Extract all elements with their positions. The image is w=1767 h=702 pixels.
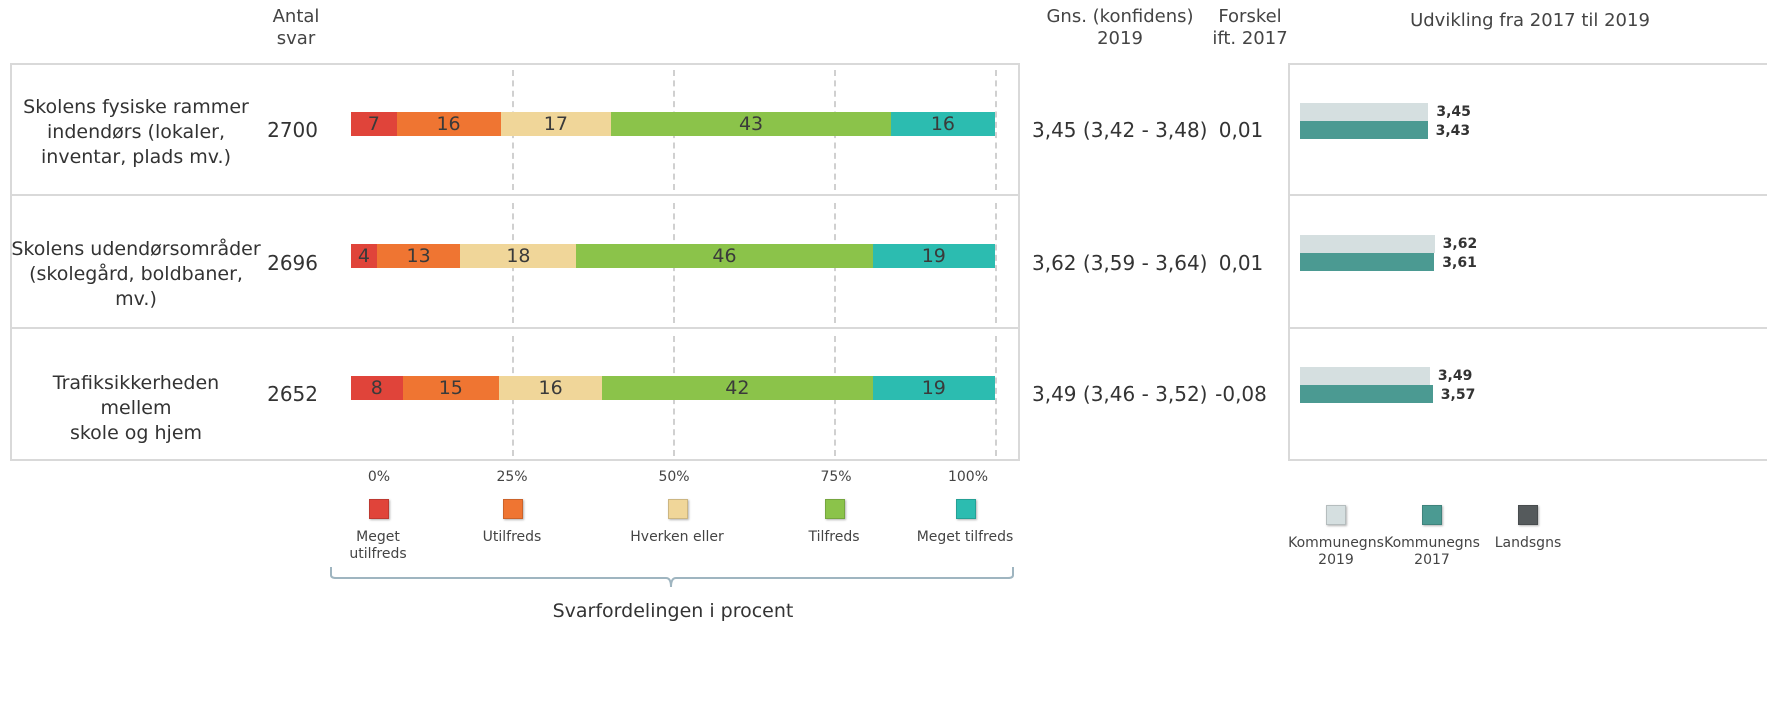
header-forskel: Forskel ift. 2017: [1212, 6, 1288, 49]
legend-label: Tilfreds: [808, 529, 860, 545]
dev-value-label: 3,61: [1442, 255, 1477, 271]
mean-confidence: 3,62 (3,59 - 3,64): [1032, 251, 1208, 275]
header-udvikling: Udvikling fra 2017 til 2019: [1410, 10, 1650, 31]
legend-label: Hverken eller: [630, 529, 724, 545]
header-gns: Gns. (konfidens) 2019: [1046, 6, 1194, 49]
bar-segment: 16: [396, 112, 501, 136]
legend-swatch-hverken: [668, 499, 688, 519]
bar-segment: 4: [351, 244, 377, 268]
difference-2017: 0,01: [1218, 118, 1264, 142]
question-label: Trafiksikkerheden mellem skole og hjem: [52, 372, 220, 444]
bar-segment: 42: [602, 376, 873, 400]
bar-segment: 16: [499, 376, 603, 400]
x-tick-label: 0%: [367, 469, 391, 485]
dev-bar-kommune-2017: [1300, 385, 1433, 403]
x-tick-label: 75%: [820, 469, 852, 485]
dev-value-label: 3,57: [1440, 387, 1476, 403]
question-label: Skolens udendørsområder (skolegård, bold…: [11, 238, 261, 310]
answer-count: 2652: [267, 382, 318, 406]
dev-row-divider: [1288, 327, 1767, 329]
row-divider: [10, 194, 1020, 196]
legend-swatch-landsgns: [1518, 505, 1538, 525]
dev-bar-kommune-2019: [1300, 103, 1429, 121]
bar-segment: 19: [872, 244, 995, 268]
legend-swatch-meget-tilfreds: [956, 499, 976, 519]
bar-segment: 17: [500, 112, 612, 136]
row-divider: [10, 327, 1020, 329]
bar-segment: 8: [351, 376, 403, 400]
dev-value-label: 3,49: [1437, 368, 1473, 384]
difference-2017: -0,08: [1215, 382, 1267, 406]
difference-2017: 0,01: [1218, 251, 1264, 275]
question-label: Skolens fysiske rammer indendørs (lokale…: [23, 96, 249, 168]
bar-segment: 19: [872, 376, 995, 400]
bar-segment: 18: [460, 244, 577, 268]
x-tick-label: 50%: [658, 469, 690, 485]
legend-label: Utilfreds: [482, 529, 542, 545]
x-tick-label: 25%: [496, 469, 528, 485]
dev-bar-kommune-2017: [1300, 121, 1428, 139]
legend-label: Kommunegns 2017: [1384, 535, 1480, 568]
legend-swatch-tilfreds: [825, 499, 845, 519]
legend-label: Kommunegns 2019: [1288, 535, 1384, 568]
bar-segment: 13: [376, 244, 461, 268]
legend-label: Meget tilfreds: [916, 529, 1014, 545]
x-tick-label: 100%: [947, 469, 989, 485]
dev-row-divider: [1288, 194, 1767, 196]
bar-segment: 16: [890, 112, 995, 136]
legend-swatch-utilfreds: [503, 499, 523, 519]
dev-bar-kommune-2017: [1300, 253, 1435, 271]
gridline: [995, 70, 997, 190]
legend-swatch-kommune-2017: [1422, 505, 1442, 525]
bar-segment: 15: [402, 376, 500, 400]
dev-bar-kommune-2019: [1300, 367, 1430, 385]
dev-bar-kommune-2019: [1300, 235, 1435, 253]
dev-value-label: 3,45: [1436, 104, 1471, 120]
bar-segment: 43: [611, 112, 891, 136]
legend-swatch-meget-utilfreds: [369, 499, 389, 519]
gridline: [995, 203, 997, 323]
legend-label: Meget utilfreds: [349, 529, 407, 562]
bar-segment: 7: [351, 112, 397, 136]
x-axis-title: Svarfordelingen i procent: [552, 600, 794, 622]
legend-swatch-kommune-2019: [1326, 505, 1346, 525]
answer-count: 2696: [267, 251, 318, 275]
mean-confidence: 3,45 (3,42 - 3,48): [1032, 118, 1208, 142]
dev-value-label: 3,43: [1435, 123, 1471, 139]
bar-segment: 46: [576, 244, 873, 268]
mean-confidence: 3,49 (3,46 - 3,52): [1032, 382, 1208, 406]
gridline: [995, 336, 997, 456]
header-antal-svar: Antal svar: [272, 6, 320, 49]
dev-value-label: 3,62: [1442, 236, 1478, 252]
legend-label: Landsgns: [1494, 535, 1562, 551]
answer-count: 2700: [267, 118, 318, 142]
axis-brace: [330, 567, 1014, 588]
